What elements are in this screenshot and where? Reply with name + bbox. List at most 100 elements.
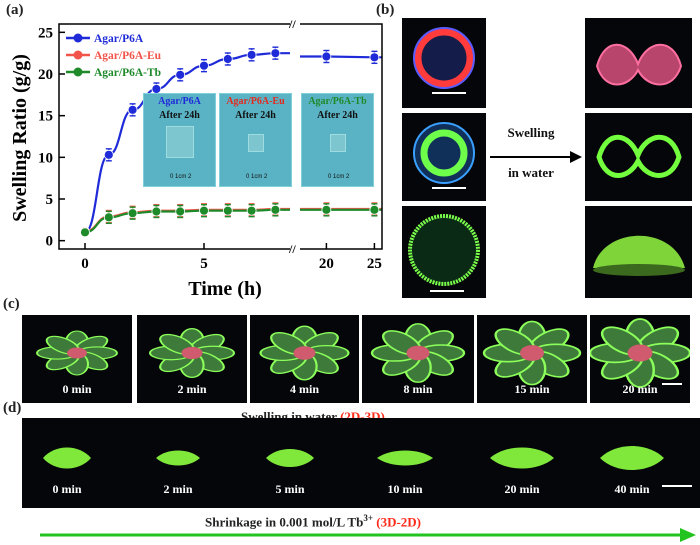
flower-gel-graphic [370, 323, 466, 383]
flower-gel-graphic [588, 318, 692, 388]
data-point [369, 52, 380, 63]
flower-gel-graphic [148, 327, 236, 379]
photo-dome-tb-after [585, 206, 692, 298]
x-tick-label: 5 [200, 256, 208, 272]
time-label: 40 min [614, 482, 650, 496]
y-tick-label: 25 [38, 25, 53, 41]
legend-marker [73, 33, 83, 43]
y-tick-label: 10 [38, 150, 53, 166]
tb-ion-charge: 3+ [363, 513, 373, 523]
photo-ring-eu-before [402, 18, 486, 108]
data-point [175, 69, 186, 80]
shrinkage-transform-tag: (3D-2D) [376, 514, 421, 530]
disk-tb-graphic [408, 214, 480, 286]
inset-title: Agar/P6A-Tb [308, 96, 367, 107]
panel-c-photo: 0 min [22, 315, 132, 403]
data-point [151, 206, 162, 217]
time-label: 0 min [52, 482, 82, 496]
scale-bar [432, 92, 466, 94]
shrinkage-direction-text: Shrinkage in 0.001 mol/L Tb [205, 514, 364, 530]
photo-disk-tb-before [402, 206, 486, 298]
panel-d-arrow [40, 528, 696, 542]
inset-subtitle: After 24h [235, 110, 276, 121]
series-line-2 [84, 208, 290, 234]
inset-title: Agar/P6A [158, 96, 201, 107]
panel-c-photo: 2 min [137, 315, 247, 403]
inset-agar-p6a: Agar/P6A After 24h 0 1cm 2 [143, 93, 216, 187]
panel-label-c: (c) [3, 296, 20, 312]
photo-saddle-eu-after [585, 18, 692, 108]
swelling-label-line1: Swelling [507, 125, 555, 140]
data-point [175, 206, 186, 217]
x-tick-label: 20 [319, 256, 334, 272]
saddle-eu-graphic [595, 43, 683, 86]
data-point [321, 51, 332, 62]
legend-marker [73, 67, 83, 77]
data-point [199, 205, 209, 216]
panel-c-photo: 15 min [477, 315, 587, 403]
ring-tb-graphic [413, 122, 475, 184]
flower-gel-graphic [259, 325, 350, 381]
axis-break-top: // [288, 17, 296, 31]
data-point [103, 212, 114, 223]
panel-d-photo: 0 min 2 min 5 min 10 min 20 min 40 min [22, 418, 700, 508]
x-tick-label: 25 [367, 256, 382, 272]
photo-saddle-tb-after [585, 113, 692, 201]
panel-label-b: (b) [376, 2, 395, 18]
inset-agar-p6a-eu: Agar/P6A-Eu After 24h 0 1cm 2 [219, 93, 292, 187]
gel-sample [248, 134, 264, 152]
ruler-scale: 0 1cm 2 [328, 174, 350, 180]
panel-c-photo: 4 min [250, 315, 359, 403]
ring-eu-graphic [413, 27, 475, 89]
gel-sample [330, 134, 346, 152]
y-tick-label: 5 [46, 192, 54, 208]
swelling-ratio-chart: // // Swelling Ratio (g/g) Time (h) Agar… [9, 17, 383, 300]
panel-d-arrow-label: Shrinkage in 0.001 mol/L Tb3+ (3D-2D) [205, 513, 421, 530]
flower-gel-graphic [36, 330, 118, 376]
data-point [127, 208, 138, 219]
dome-tb-graphic [593, 235, 685, 276]
data-point [222, 54, 233, 64]
panel-c-photo: 8 min [362, 315, 474, 403]
x-axis-label: Time (h) [188, 278, 262, 300]
swelling-label-line2: in water [508, 165, 554, 180]
ruler-scale: 0 1cm 2 [246, 174, 268, 180]
y-axis-label: Swelling Ratio (g/g) [9, 54, 31, 222]
gel-sample [166, 126, 194, 158]
data-point [246, 205, 257, 216]
data-point [222, 205, 233, 216]
time-label: 2 min [163, 482, 193, 496]
axis-break-bottom: // [288, 242, 296, 256]
panel-c-photo: 20 min [588, 315, 692, 403]
saddle-tb-graphic [596, 134, 682, 178]
legend-marker [73, 50, 83, 60]
data-point [246, 49, 257, 60]
legend-label: Agar/P6A [94, 33, 144, 45]
scale-bar [662, 485, 692, 487]
data-point [321, 204, 332, 215]
time-label: 5 min [275, 482, 305, 496]
inset-subtitle: After 24h [159, 110, 200, 121]
time-label: 20 min [504, 482, 540, 496]
time-label: 2 min [177, 382, 207, 396]
data-point [369, 204, 380, 215]
inset-agar-p6a-tb: Agar/P6A-Tb After 24h 0 1cm 2 [301, 93, 374, 187]
data-point [127, 104, 138, 115]
time-label: 20 min [622, 382, 658, 396]
scale-bar [432, 187, 466, 189]
legend: Agar/P6A Agar/P6A-Eu Agar/P6A-Tb [66, 33, 162, 79]
inset-title: Agar/P6A-Eu [226, 96, 285, 107]
time-label: 0 min [62, 382, 92, 396]
flower-gel-graphic [482, 320, 582, 386]
y-tick-label: 15 [38, 109, 53, 125]
data-point [270, 204, 281, 215]
x-tick-label: 0 [81, 256, 89, 272]
legend-label: Agar/P6A-Tb [94, 67, 161, 79]
scale-bar [662, 383, 682, 385]
time-label: 8 min [403, 382, 433, 396]
y-tick-label: 20 [38, 67, 53, 83]
time-label: 15 min [514, 382, 550, 396]
data-point [270, 48, 281, 59]
y-tick-label: 0 [46, 234, 54, 250]
scale-bar [430, 290, 464, 292]
